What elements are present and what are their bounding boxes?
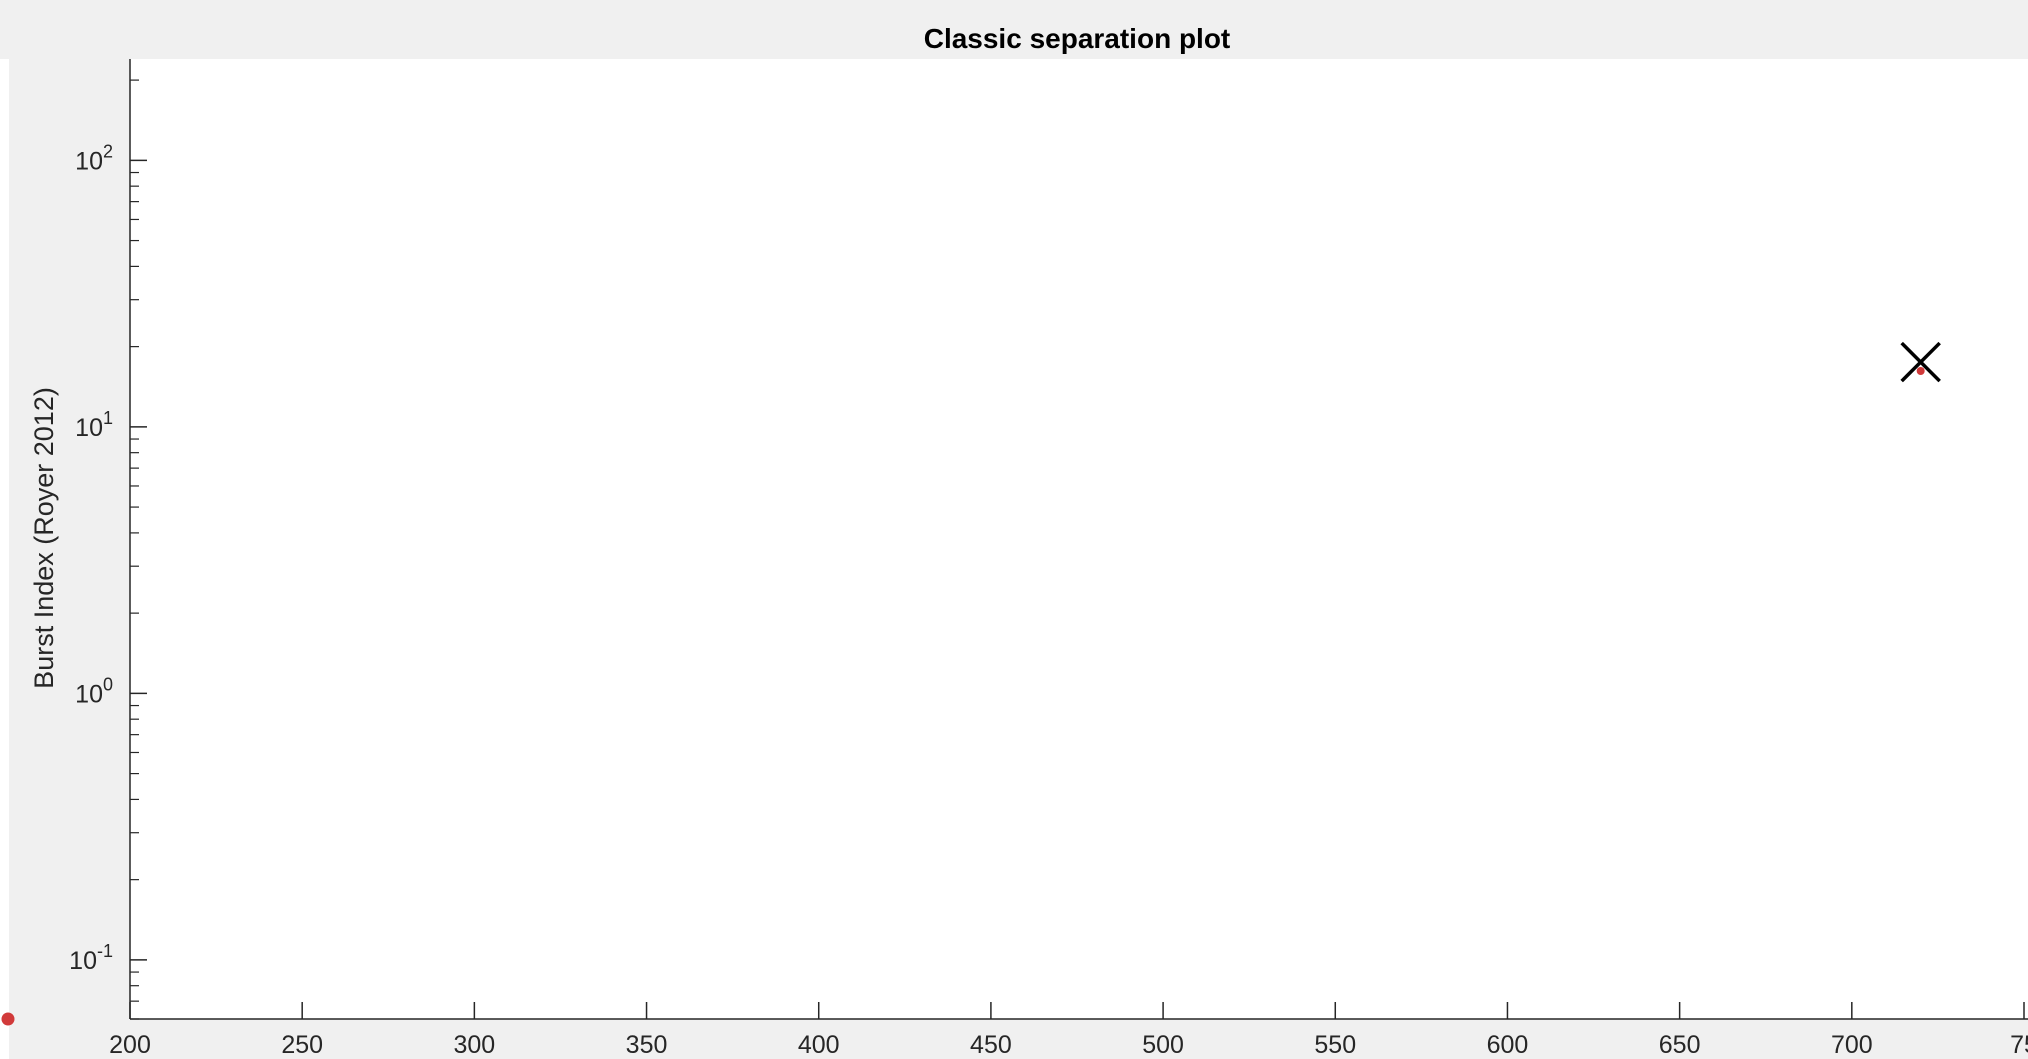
y-axis-label: Burst Index (Royer 2012) <box>29 387 59 689</box>
left-panel-edge <box>0 59 9 1059</box>
x-tick-label: 700 <box>1831 1031 1873 1059</box>
y-tick-label: 102 <box>75 141 113 175</box>
x-tick-label: 550 <box>1314 1031 1356 1059</box>
plot-area <box>130 59 2028 1019</box>
x-tick-label: 350 <box>626 1031 668 1059</box>
x-tick-label: 400 <box>798 1031 840 1059</box>
x-tick-label: 500 <box>1142 1031 1184 1059</box>
x-tick-label: 200 <box>109 1031 151 1059</box>
y-tick-label: 101 <box>75 408 113 442</box>
x-tick-label: 650 <box>1659 1031 1701 1059</box>
red-dot-marker <box>1 1012 15 1026</box>
x-tick-label: 300 <box>454 1031 496 1059</box>
x-tick-label: 450 <box>970 1031 1012 1059</box>
data-marks <box>1 341 1941 1026</box>
y-tick-label: 100 <box>75 674 113 708</box>
x-tick-label: 75 <box>2010 1031 2028 1059</box>
y-tick-label: 10-1 <box>69 941 113 975</box>
data-point-dot <box>1916 367 1925 376</box>
chart-title: Classic separation plot <box>924 23 1231 54</box>
x-tick-label: 250 <box>281 1031 323 1059</box>
axes: 200 250 300 350 400 450 500 550 600 650 700 75 10-1 1… <box>69 59 2028 1059</box>
data-point-x-marker-stroke <box>1900 341 1941 383</box>
x-tick-label: 600 <box>1487 1031 1529 1059</box>
